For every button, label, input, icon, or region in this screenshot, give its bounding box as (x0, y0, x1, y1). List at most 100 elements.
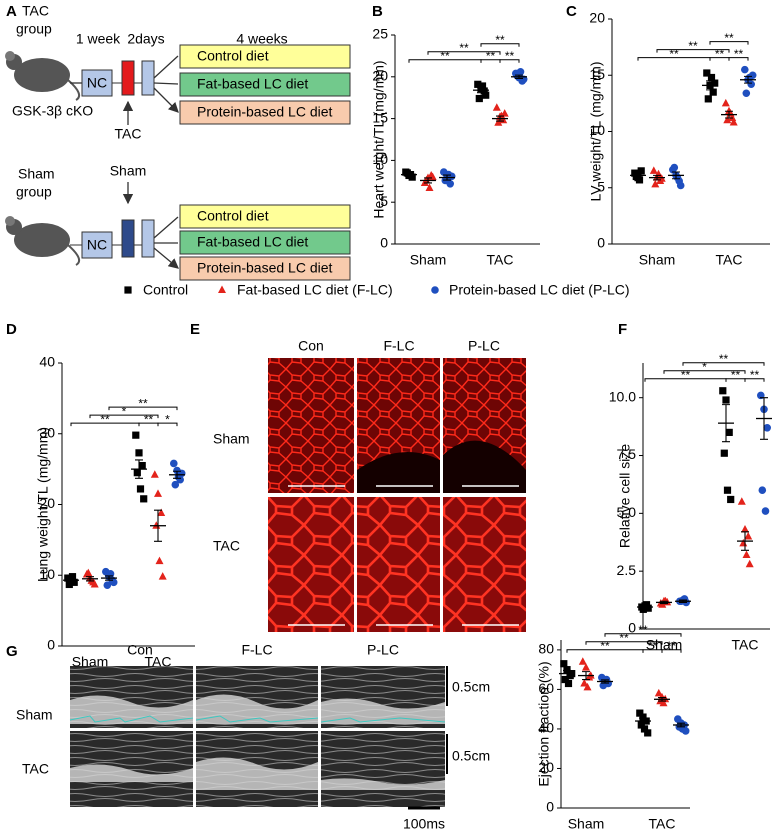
error-bar (641, 605, 649, 609)
data-point (725, 428, 733, 436)
y-tick-label: 30 (39, 424, 55, 440)
data-point (500, 109, 509, 117)
error-bar (582, 671, 590, 681)
y-axis-label: Lung weight/TL (mg/mm) (35, 427, 51, 582)
data-point (150, 470, 159, 478)
shape (5, 51, 15, 61)
diet-box (179, 72, 351, 97)
error-bar (424, 177, 432, 184)
y-tick-label: 0 (546, 799, 554, 815)
data-point (654, 688, 663, 697)
procedure-box (121, 219, 135, 258)
significance-label: ** (731, 368, 741, 382)
data-point (492, 103, 501, 111)
legend-label: Protein-based LC diet (P-LC) (449, 282, 630, 298)
shape (5, 216, 15, 226)
group-title: TAC (22, 3, 49, 19)
significance-bracket (480, 43, 520, 47)
column-label: Con (298, 338, 324, 354)
error-bar (601, 679, 609, 684)
data-point (480, 87, 488, 95)
significance-label: ** (144, 412, 154, 426)
error-bar (760, 397, 768, 440)
data-point (659, 698, 668, 707)
shape (67, 244, 81, 266)
diet-label: Protein-based LC diet (197, 104, 333, 120)
data-point (748, 71, 757, 80)
error-bar (563, 669, 571, 678)
data-point (133, 469, 141, 477)
data-point (431, 286, 439, 294)
diet-box (179, 100, 351, 125)
significance-label: ** (495, 33, 505, 47)
legend-item: Fat-based LC diet (F-LC) (218, 282, 393, 298)
panel-label: D (6, 321, 17, 338)
error-bar (173, 470, 181, 479)
significance-label: ** (138, 396, 148, 410)
data-point (563, 666, 571, 674)
baseline-box (81, 231, 113, 259)
shape (321, 698, 445, 724)
depth-label: 0.5cm (452, 748, 490, 764)
diet-label: Control diet (197, 48, 269, 64)
significance-bracket (656, 49, 730, 53)
y-tick-label: 5 (597, 178, 605, 194)
error-bar (135, 459, 143, 479)
micrograph (268, 358, 354, 493)
significance-bracket (709, 41, 749, 45)
error-bar (86, 576, 94, 582)
significance-bracket (585, 641, 663, 645)
significance-label: ** (750, 368, 760, 382)
data-point (639, 713, 647, 721)
data-point (637, 167, 645, 175)
y-tick-label: 2.5 (617, 562, 637, 578)
y-tick-label: 15 (589, 66, 605, 82)
error-bar (660, 600, 668, 605)
y-tick-label: 0 (597, 235, 605, 251)
error-bar (515, 74, 523, 80)
time-label: 100ms (403, 816, 445, 832)
significance-label: ** (486, 49, 496, 63)
y-tick-label: 10.0 (609, 388, 636, 404)
echocardiography: Con F-LC P-LC Sham TAC 0.5cm 0.5cm 100ms (16, 642, 490, 832)
error-bar (679, 599, 687, 603)
legend-item: Control (124, 282, 188, 298)
baseline-label: NC (87, 75, 107, 91)
procedure-label: Sham (110, 163, 147, 179)
data-point (763, 423, 771, 432)
error-bar (105, 575, 113, 581)
y-axis-label: Heart weight/TL (mg/mm) (371, 60, 387, 218)
procedure-label: TAC (115, 126, 142, 142)
y-tick-label: 0 (628, 620, 636, 636)
y-tick-label: 7.5 (617, 446, 637, 462)
error-bar (744, 75, 752, 84)
diet-box (179, 44, 351, 69)
x-tick-label: Sham (410, 252, 447, 268)
data-point (170, 459, 178, 468)
y-tick-label: 5.0 (617, 504, 637, 520)
diet-label: Fat-based LC diet (197, 76, 308, 92)
data-point (737, 497, 746, 505)
data-point (651, 179, 660, 188)
x-tick-label: Sham (639, 252, 676, 268)
data-point (727, 495, 735, 504)
shape (196, 757, 318, 790)
histology: Con F-LC P-LC Sham TAC (213, 338, 526, 632)
data-point (516, 67, 525, 76)
data-point (745, 559, 754, 568)
data-point (561, 675, 569, 684)
data-point (478, 82, 487, 90)
significance-label: ** (505, 49, 515, 63)
depth-label: 0.5cm (452, 679, 490, 695)
data-point (739, 538, 748, 547)
recovery-box (141, 219, 155, 258)
shape (70, 694, 445, 790)
panel-label: A (6, 3, 17, 20)
data-point (140, 495, 148, 503)
significance-bracket (427, 51, 501, 55)
data-point (218, 285, 226, 293)
significance-bracket (728, 57, 749, 61)
